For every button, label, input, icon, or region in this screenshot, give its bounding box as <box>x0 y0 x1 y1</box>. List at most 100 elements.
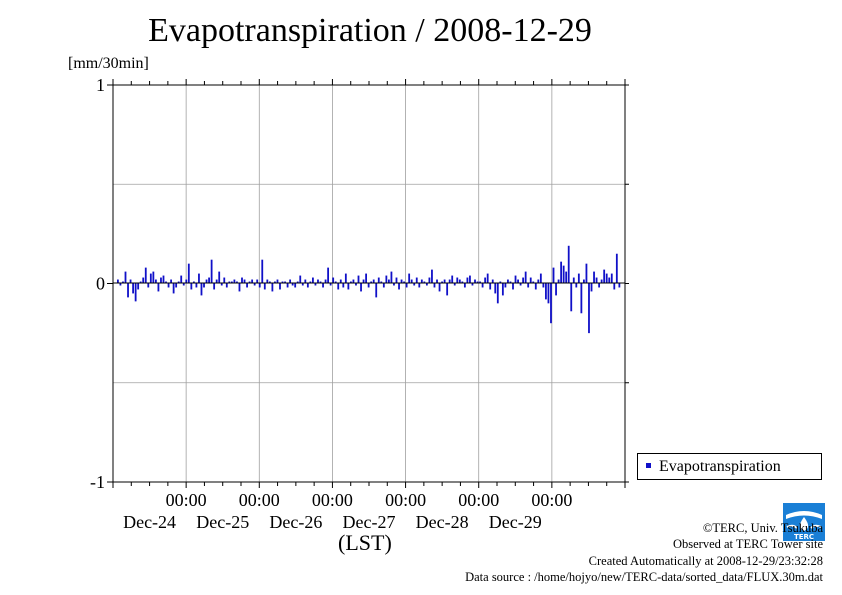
series-evapotranspiration <box>117 245 621 334</box>
observed-text: Observed at TERC Tower site <box>672 537 823 552</box>
bar <box>372 279 375 284</box>
bar <box>390 271 393 284</box>
bar <box>347 283 350 290</box>
bar <box>443 279 446 284</box>
bar <box>562 265 565 284</box>
bar <box>542 283 545 288</box>
bar <box>119 283 122 286</box>
bar <box>514 275 517 284</box>
bar <box>522 277 525 284</box>
bar <box>466 277 469 284</box>
bar <box>405 283 408 288</box>
bar <box>600 279 603 284</box>
bar <box>431 269 433 284</box>
bar <box>291 283 294 286</box>
terc-logo-icon: TERC <box>783 503 825 541</box>
x-tick-date-label: Dec-26 <box>269 512 322 532</box>
bar <box>317 279 319 284</box>
bar <box>595 277 598 284</box>
x-tick-date-label: Dec-28 <box>416 512 469 532</box>
bar <box>185 279 188 284</box>
bar <box>137 283 140 290</box>
bar <box>375 283 378 298</box>
x-tick-time-label: 00:00 <box>312 490 353 510</box>
bar <box>342 283 345 288</box>
bar <box>215 279 218 284</box>
bar <box>605 273 608 284</box>
bar <box>463 283 466 288</box>
bar <box>304 279 307 284</box>
bar <box>501 283 504 296</box>
bar <box>527 283 530 288</box>
bar <box>517 279 519 284</box>
bar <box>243 279 246 284</box>
bar <box>451 275 454 284</box>
bar <box>387 279 390 284</box>
bar <box>213 283 216 290</box>
bar <box>471 283 474 286</box>
bar <box>170 279 172 284</box>
bar <box>299 275 302 284</box>
bar <box>453 283 456 286</box>
bar <box>344 273 347 284</box>
bar <box>187 263 190 284</box>
bar <box>598 283 601 288</box>
legend-label: Evapotranspiration <box>659 458 781 475</box>
bar <box>329 283 332 286</box>
bar <box>507 279 509 284</box>
bar <box>332 277 335 284</box>
bar <box>246 283 248 288</box>
bar <box>322 283 324 288</box>
bar <box>583 279 585 284</box>
copyright-text: ©TERC, Univ. Tsukuba <box>702 521 823 535</box>
bar <box>438 283 441 292</box>
bar <box>552 267 555 284</box>
bar <box>486 273 489 284</box>
bar <box>565 271 568 284</box>
x-tick-date-label: Dec-25 <box>196 512 249 532</box>
bar <box>301 283 304 286</box>
bar <box>539 273 542 284</box>
bar <box>545 283 547 300</box>
x-tick-date-label: Dec-27 <box>343 512 396 532</box>
logo-text: TERC <box>794 533 814 541</box>
bar <box>180 275 183 284</box>
bar <box>425 283 428 286</box>
bar <box>458 279 461 284</box>
bar <box>279 283 281 290</box>
bar <box>547 283 550 304</box>
bar <box>205 279 208 284</box>
bar <box>585 263 588 284</box>
bar <box>489 283 492 290</box>
bar <box>124 271 127 284</box>
bar <box>154 279 157 284</box>
created-text: Created Automatically at 2008-12-29/23:3… <box>588 553 823 568</box>
bar <box>504 283 507 288</box>
bar <box>208 277 210 284</box>
bar <box>256 279 259 284</box>
axes: -10100:00Dec-2400:00Dec-2500:00Dec-2600:… <box>90 75 629 532</box>
bar <box>160 277 162 284</box>
bar <box>182 283 185 286</box>
bar <box>446 283 449 296</box>
bar <box>294 283 297 288</box>
bar <box>355 283 357 286</box>
bar <box>519 283 522 286</box>
bar <box>420 279 423 284</box>
bar <box>220 283 223 286</box>
bar <box>618 283 621 288</box>
bar <box>555 283 557 296</box>
source-text: Data source : /home/hojyo/new/TERC-data/… <box>465 569 823 584</box>
bar <box>590 283 593 292</box>
x-tick-date-label: Dec-29 <box>489 512 542 532</box>
bar <box>469 275 471 284</box>
bar <box>415 277 418 284</box>
bar <box>413 283 416 286</box>
bar <box>603 269 606 284</box>
x-axis-label: (LST) <box>338 530 392 555</box>
credits: ©TERC, Univ. Tsukuba Observed at TERC To… <box>465 520 823 585</box>
bar <box>367 283 370 288</box>
bar <box>195 283 198 288</box>
bar <box>258 283 261 288</box>
bar <box>233 279 236 284</box>
